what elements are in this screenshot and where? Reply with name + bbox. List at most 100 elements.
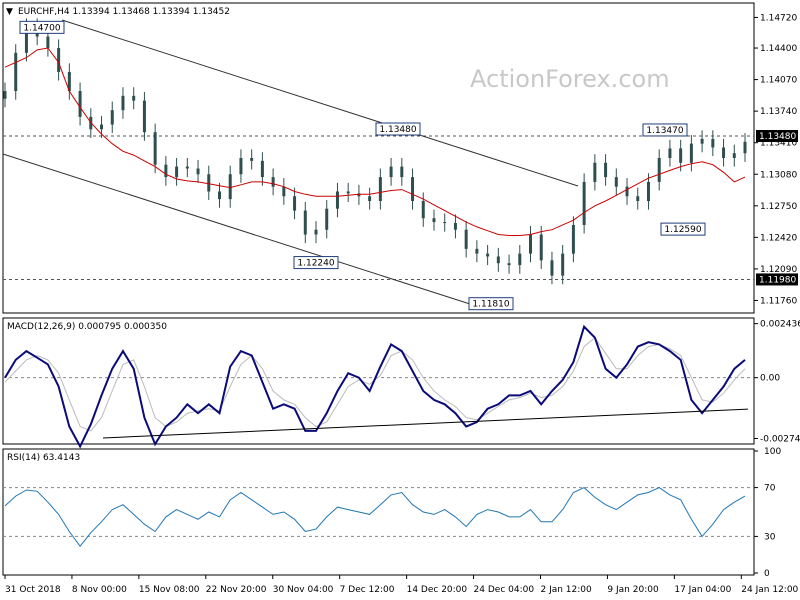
candle-body [217,191,221,200]
candle-body [121,95,125,111]
candle-body [464,229,468,249]
price-panel [2,2,755,314]
x-tick-label: 31 Oct 2018 [5,585,61,595]
price-tick-label: 1.12090 [760,265,797,275]
candle-body [100,124,104,130]
annotation-text: 1.13480 [379,125,416,135]
candle-body [24,26,28,53]
channel-lower-line [2,153,471,305]
candle-body [46,36,50,49]
candle-body [207,174,211,192]
candle-body [57,48,61,72]
candle-body [625,186,629,197]
price-tick-label: 1.14400 [760,44,797,54]
candle-body [325,208,329,230]
candle-body [700,138,704,144]
candle-body [507,263,511,266]
price-tick-label: 1.12750 [760,202,797,212]
candle-body [196,168,200,175]
annotation-text: 1.12240 [297,259,334,269]
annotation-box [19,20,65,34]
dropdown-icon: ▼ [6,7,13,17]
x-tick-label: 14 Dec 20:00 [407,585,468,595]
candle-body [142,100,146,133]
annotation-box [642,123,688,137]
symbol-header: EURCHF,H4 1.13394 1.13468 1.13394 1.1345… [18,7,230,17]
candle-body [293,196,297,211]
candle-body [743,141,747,154]
candle-body [722,147,726,158]
macd-tick-label: 0.00 [760,374,780,384]
x-tick-label: 17 Jan 04:00 [674,585,731,595]
annotation-box [468,297,514,311]
annotation-box [660,222,706,236]
price-tick-label: 1.14720 [760,13,797,23]
x-tick-label: 30 Nov 04:00 [273,585,334,595]
price-level-tag: 1.11980 [756,273,798,286]
macd-trendline [102,408,749,439]
annotation-text: 1.13470 [646,126,683,136]
channel-upper-line [61,19,579,187]
price-level-tag-box [756,273,798,286]
macd-line [4,324,746,449]
candle-body [453,223,457,230]
candle-body [346,191,350,194]
watermark: ActionForex.com [470,65,670,93]
x-tick-label: 7 Dec 12:00 [340,585,395,595]
macd-tick-label: -0.002742 [760,434,800,444]
candle-body [421,201,425,219]
candle-body [582,181,586,225]
price-tick-label: 1.11760 [760,296,797,306]
annotation-text: 1.11810 [472,300,509,310]
annotation-label: 1.13480 [375,122,421,136]
annotation-label: 1.13470 [642,123,688,137]
candle-body [711,138,715,148]
rsi-panel [2,448,755,576]
moving-average-line [4,47,746,236]
candle-body [529,234,533,254]
x-tick-label: 24 Jan 12:00 [741,585,798,595]
x-tick-label: 8 Nov 00:00 [72,585,127,595]
candle-body [389,166,393,178]
price-tick-label: 1.12420 [760,233,797,243]
annotation-label: 1.11810 [468,297,514,311]
x-tick-label: 2 Jan 12:00 [540,585,592,595]
candle-body [614,177,618,187]
candle-body [14,52,18,92]
price-tick-label: 1.13740 [760,107,797,117]
candle-body [550,260,554,276]
annotation-box [375,122,421,136]
candle-body [689,143,693,163]
price-tick-label: 1.13410 [760,139,797,149]
candle-body [153,132,157,165]
candle-body [475,248,479,254]
candle-body [303,210,307,235]
candle-body [604,162,608,178]
candle-body [571,224,575,254]
candle-body [110,110,114,125]
candle-body [132,95,136,101]
rsi-tick-label: 70 [764,484,776,494]
candle-body [432,218,436,223]
candle-body [271,177,275,187]
price-level-tag: 1.13480 [756,130,798,143]
candle-body [636,196,640,202]
rsi-header: RSI(14) 63.4143 [7,453,80,463]
candle-body [668,148,672,158]
rsi-tick-label: 100 [764,447,781,457]
candle-body [593,162,597,182]
candle-body [3,91,7,99]
price-tick-label: 1.14070 [760,76,797,86]
candle-body [732,153,736,158]
candle-body [368,196,372,202]
candle-body [185,166,189,169]
rsi-tick-label: 0 [764,569,770,579]
candle-body [679,148,683,163]
candle-body [486,253,490,257]
candle-body [561,253,565,276]
candle-body [443,222,447,224]
candle-body [228,174,232,200]
price-level-tag-text: 1.13480 [759,132,796,142]
annotation-label: 1.14700 [19,20,65,34]
macd-panel [2,317,755,445]
